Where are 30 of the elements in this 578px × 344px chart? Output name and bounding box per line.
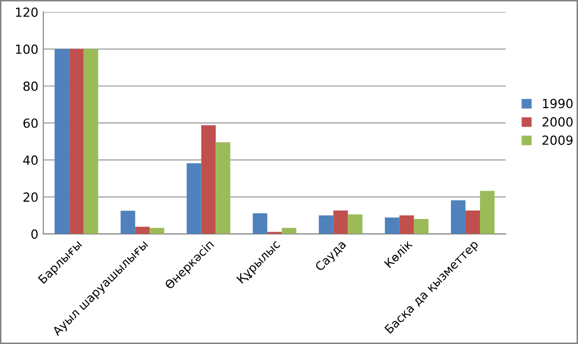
y-tick-label: 0	[31, 229, 38, 239]
bar	[414, 218, 428, 234]
bar	[69, 49, 84, 234]
legend-label: 2000	[542, 117, 573, 127]
bar	[333, 210, 348, 234]
legend-label: 1990	[542, 98, 573, 108]
bar	[186, 163, 202, 234]
bar	[54, 49, 70, 234]
y-tick-label: 40	[23, 155, 38, 165]
bar	[348, 214, 362, 234]
bar	[216, 142, 230, 234]
bar	[480, 190, 495, 234]
y-tick-label: 120	[16, 8, 38, 17]
bar	[135, 226, 150, 234]
y-tick-label: 100	[16, 44, 38, 54]
bar	[201, 125, 216, 234]
bar	[318, 215, 334, 234]
bar	[282, 228, 296, 234]
bar	[150, 228, 164, 234]
bar	[120, 210, 136, 234]
y-tick-label: 20	[24, 192, 38, 202]
y-tick-label: 60	[23, 118, 38, 128]
bar	[384, 217, 400, 234]
bar	[399, 215, 414, 234]
bar	[465, 210, 480, 234]
y-tick-label: 80	[23, 81, 38, 91]
bar	[450, 200, 466, 234]
bar	[84, 49, 98, 234]
bar	[252, 213, 268, 234]
legend-label: 2009	[542, 136, 573, 145]
